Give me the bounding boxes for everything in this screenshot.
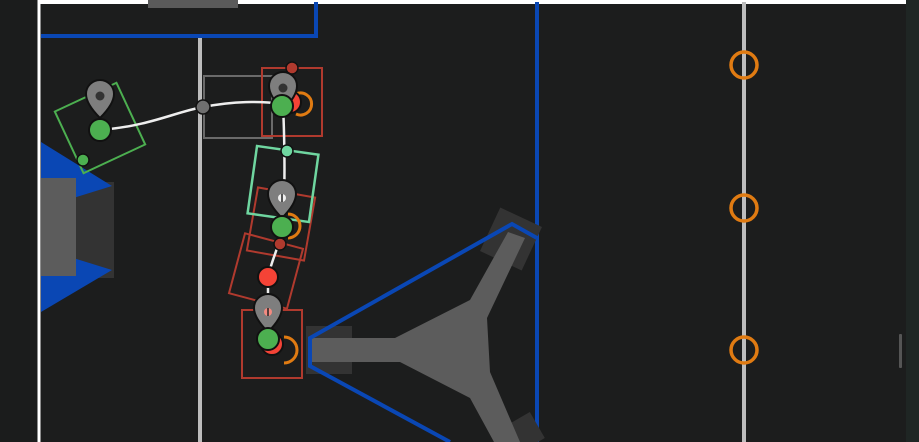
target-ring-icon[interactable]: [729, 50, 759, 80]
structure-pad-bottom: [495, 412, 545, 442]
map-pin-icon[interactable]: [252, 293, 284, 334]
center-structure: [306, 207, 545, 442]
robot-position-dot[interactable]: [270, 94, 294, 118]
control-point[interactable]: [76, 153, 90, 167]
target-ring-icon[interactable]: [729, 335, 759, 365]
robot-position-dot[interactable]: [270, 215, 294, 239]
top-structure: [148, 0, 238, 8]
rotation-target-icon[interactable]: [287, 212, 302, 240]
control-point[interactable]: [195, 99, 211, 115]
map-pin-icon[interactable]: [266, 179, 298, 220]
selected-control-point[interactable]: [280, 144, 294, 158]
right-panel-edge: [906, 0, 919, 442]
left-gutter: [0, 0, 38, 442]
map-pin-icon[interactable]: [84, 79, 116, 120]
robot-position-dot[interactable]: [256, 327, 280, 351]
event-marker[interactable]: [273, 237, 287, 251]
end-heading-marker[interactable]: [257, 266, 279, 288]
vertical-scroll-handle[interactable]: [899, 334, 902, 368]
structure-body: [312, 232, 525, 442]
rotation-target-icon[interactable]: [283, 335, 299, 365]
alliance-structure: [41, 178, 76, 276]
rotation-target-icon[interactable]: [295, 91, 314, 117]
alliance-zone-border: [41, 2, 318, 38]
target-ring-icon[interactable]: [729, 193, 759, 223]
structure-border: [308, 221, 538, 442]
robot-start-dot[interactable]: [88, 118, 112, 142]
